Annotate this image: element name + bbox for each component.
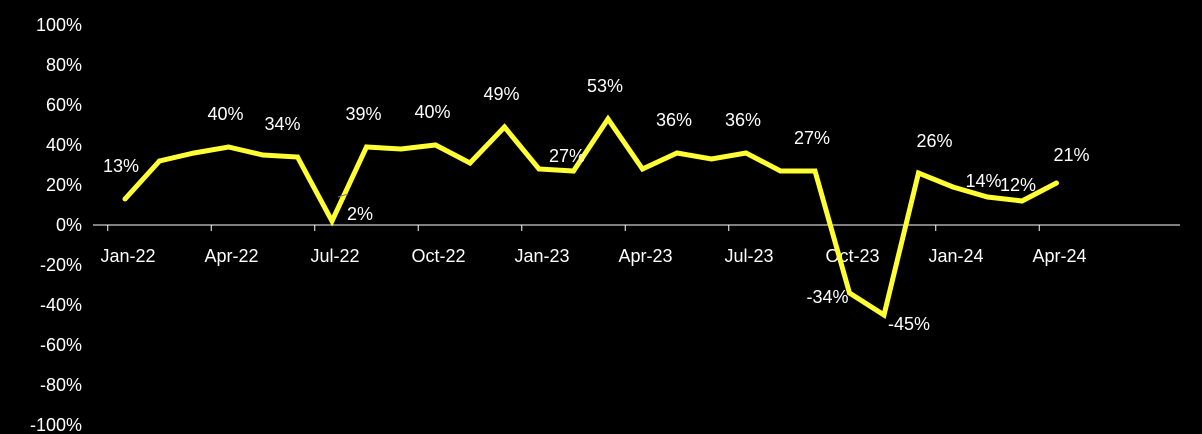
data-point xyxy=(536,166,542,172)
data-label: 40% xyxy=(414,102,450,122)
data-point xyxy=(122,196,128,202)
x-tick-label: Jul-23 xyxy=(724,246,773,266)
data-point xyxy=(467,160,473,166)
data-label: 36% xyxy=(725,110,761,130)
x-tick-label: Jan-24 xyxy=(928,246,983,266)
y-tick-label: 80% xyxy=(46,55,82,75)
y-tick-label: 40% xyxy=(46,135,82,155)
x-tick-label: Jul-22 xyxy=(310,246,359,266)
y-tick-label: 100% xyxy=(36,15,82,35)
data-point xyxy=(295,154,300,160)
x-tick-label: Apr-22 xyxy=(204,246,258,266)
data-labels: 13% 40% 34% 2% 39% 40% 49% 27% 53% 36% 36% 27% -34% -… xyxy=(103,76,1090,334)
x-tick-label: Jan-22 xyxy=(100,246,155,266)
x-tick-label: Jan-23 xyxy=(514,246,569,266)
y-tick-label: -40% xyxy=(40,295,82,315)
data-point xyxy=(778,168,783,174)
y-tick-label: -60% xyxy=(40,335,82,355)
x-tick-label: Apr-24 xyxy=(1032,246,1086,266)
data-point xyxy=(1054,180,1059,186)
x-tick-label: Oct-22 xyxy=(411,246,465,266)
data-label: -45% xyxy=(888,314,930,334)
data-point xyxy=(502,124,507,130)
data-point xyxy=(709,156,714,162)
data-point xyxy=(640,166,645,172)
data-point xyxy=(1019,198,1025,204)
data-point xyxy=(881,312,887,318)
data-point xyxy=(571,168,576,174)
data-point xyxy=(950,184,956,190)
data-label: 27% xyxy=(549,146,585,166)
data-label: 13% xyxy=(103,156,139,176)
data-label: 21% xyxy=(1053,145,1089,165)
data-label: 53% xyxy=(587,76,623,96)
data-point xyxy=(157,158,162,164)
label-leader-line xyxy=(337,193,349,198)
y-tick-label: -20% xyxy=(40,255,82,275)
data-point xyxy=(329,218,335,224)
data-label: 34% xyxy=(264,114,300,134)
y-tick-label: 0% xyxy=(56,215,82,235)
data-point xyxy=(433,142,438,148)
data-label: 49% xyxy=(483,84,519,104)
data-label: 2% xyxy=(347,204,373,224)
y-tick-label: 60% xyxy=(46,95,82,115)
data-point xyxy=(812,168,818,174)
series-layer xyxy=(122,114,1059,319)
data-point xyxy=(985,194,990,200)
data-point xyxy=(743,150,749,156)
y-tick-label: -100% xyxy=(30,415,82,434)
x-axis: Jan-22 Apr-22 Jul-22 Oct-22 Jan-23 Apr-23 Jul-… xyxy=(93,224,1180,266)
data-label: -34% xyxy=(806,287,848,307)
x-tick-label: Apr-23 xyxy=(618,246,672,266)
data-label: 26% xyxy=(916,131,952,151)
data-point xyxy=(398,146,404,152)
data-label: 12% xyxy=(1000,175,1036,195)
data-point xyxy=(364,144,369,150)
data-point xyxy=(226,144,231,150)
data-point xyxy=(674,150,680,156)
x-tick-label: Oct-23 xyxy=(825,246,879,266)
data-label: 14% xyxy=(965,171,1001,191)
data-label: 36% xyxy=(656,110,692,130)
series-line xyxy=(123,114,1058,319)
data-point xyxy=(605,116,611,122)
y-tick-label: -80% xyxy=(40,375,82,395)
data-point xyxy=(916,170,921,176)
data-point xyxy=(260,152,266,158)
data-label: 40% xyxy=(207,104,243,124)
data-point xyxy=(847,290,852,296)
data-point xyxy=(191,150,197,156)
data-label: 39% xyxy=(345,104,381,124)
y-tick-label: 20% xyxy=(46,175,82,195)
y-axis: 100% 80% 60% 40% 20% 0% -20% -40% -60% -80% -100% xyxy=(30,15,82,434)
data-label: 27% xyxy=(794,128,830,148)
